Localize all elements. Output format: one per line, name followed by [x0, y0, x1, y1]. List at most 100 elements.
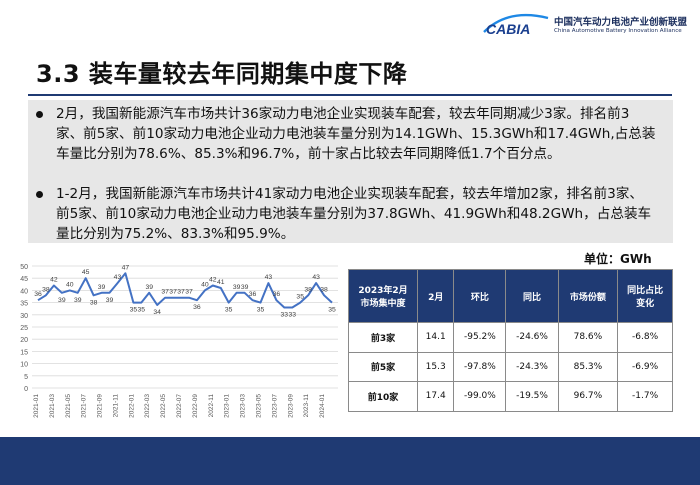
unit-label: 单位：GWh [584, 252, 652, 266]
data-label: 35 [130, 307, 138, 314]
data-label: 43 [312, 274, 320, 281]
table-cell: -1.7% [617, 381, 673, 412]
y-tick-label: 5 [24, 374, 28, 381]
battery-installation-line-chart: 0 5 10 15 20 25 30 35 40 45 50 2021-01 2021-03 2021-0… [20, 264, 338, 418]
y-tick-label: 40 [20, 288, 28, 295]
table-cell: 15.3 [417, 351, 455, 382]
data-label: 40 [66, 281, 74, 288]
table-cell: 前10家 [347, 381, 419, 412]
data-label: 38 [90, 299, 98, 306]
y-tick-label: 50 [20, 264, 28, 271]
data-label: 36 [34, 291, 42, 298]
data-label: 43 [265, 274, 273, 281]
table-cell: -24.3% [505, 351, 559, 382]
data-label: 39 [106, 297, 114, 304]
table-header: 2月 [417, 269, 455, 323]
data-label: 36 [193, 304, 201, 311]
x-tick-label: 2023-09 [287, 394, 294, 418]
data-label: 42 [50, 277, 58, 284]
table-header: 环比 [453, 269, 507, 323]
data-label: 37 [177, 289, 185, 296]
table-cell: -95.2% [453, 322, 507, 353]
logo-wordmark: CABIA [486, 21, 530, 37]
table-cell: -6.8% [617, 322, 673, 353]
org-name-en: China Automotive Battery Innovation Alli… [554, 28, 682, 34]
table-cell: -24.6% [505, 322, 559, 353]
x-tick-label: 2023-03 [240, 394, 247, 418]
concentration-table: 2023年2月 市场集中度 2月 环比 同比 市场份额 同比占比 变化 前3家 14… [347, 269, 673, 412]
data-label: 35 [257, 307, 265, 314]
x-tick-label: 2022-03 [144, 394, 151, 418]
table-row: 前3家 14.1 -95.2% -24.6% 78.6% -6.8% [347, 322, 673, 353]
data-label: 39 [241, 284, 249, 291]
x-tick-label: 2022-05 [160, 394, 167, 418]
footer-bar [0, 437, 700, 485]
x-tick-label: 2022-11 [208, 394, 215, 418]
data-label: 33 [288, 311, 296, 318]
x-tick-label: 2021-05 [65, 394, 72, 418]
table-cell: 78.6% [557, 322, 619, 353]
data-label: 35 [296, 294, 304, 301]
x-tick-label: 2021-01 [33, 394, 40, 418]
org-name-cn: 中国汽车动力电池产业创新联盟 [554, 17, 688, 28]
y-tick-label: 25 [20, 325, 28, 332]
y-tick-label: 30 [20, 313, 28, 320]
x-tick-label: 2024-01 [319, 394, 326, 418]
series-line [37, 272, 333, 309]
x-tick-label: 2023-11 [303, 394, 310, 418]
table-cell: 14.1 [417, 322, 455, 353]
x-tick-label: 2023-07 [271, 394, 278, 418]
x-tick-label: 2022-07 [176, 394, 183, 418]
table-cell: 96.7% [557, 381, 619, 412]
table-header: 市场份额 [557, 269, 619, 323]
x-tick-label: 2021-09 [97, 394, 104, 418]
summary-paragraph-2: 1-2月，我国新能源汽车市场共计41家动力电池企业实现装车配套，较去年增加2家，… [36, 184, 656, 244]
x-tick-label: 2021-11 [112, 394, 119, 418]
data-label: 39 [145, 284, 153, 291]
data-label: 43 [114, 274, 122, 281]
table-cell: -19.5% [505, 381, 559, 412]
title-divider [28, 94, 672, 96]
data-label: 41 [217, 279, 225, 286]
x-tick-label: 2023-05 [255, 394, 262, 418]
data-label: 39 [58, 297, 66, 304]
data-label: 39 [98, 284, 106, 291]
table-row: 前5家 15.3 -97.8% -24.3% 85.3% -6.9% [347, 351, 673, 382]
data-label: 39 [74, 297, 82, 304]
table-cell: -6.9% [617, 351, 673, 382]
table-cell: 前3家 [347, 322, 419, 353]
cabia-logo-mark: CABIA [483, 13, 549, 37]
table-header: 同比 [505, 269, 559, 323]
data-label: 37 [185, 289, 193, 296]
data-label: 45 [82, 269, 90, 276]
table-cell: 85.3% [557, 351, 619, 382]
data-label: 37 [169, 289, 177, 296]
data-label: 33 [281, 311, 289, 318]
data-label: 38 [42, 286, 50, 293]
table-cell: -99.0% [453, 381, 507, 412]
data-label: 38 [320, 286, 328, 293]
data-label: 36 [249, 291, 257, 298]
data-label: 42 [209, 277, 217, 284]
table-cell: 前5家 [347, 351, 419, 382]
bullet-dot [36, 111, 43, 118]
y-tick-label: 20 [20, 337, 28, 344]
data-label: 35 [328, 307, 336, 314]
y-tick-label: 0 [24, 386, 28, 393]
cabia-logo: CABIA 中国汽车动力电池产业创新联盟 China Automotive Ba… [482, 8, 694, 42]
data-label: 35 [138, 307, 146, 314]
x-tick-label: 2021-03 [49, 394, 56, 418]
data-label: 39 [233, 284, 241, 291]
table-header: 同比占比 变化 [617, 269, 673, 323]
x-tick-label: 2023-01 [224, 394, 231, 418]
data-label: 37 [161, 289, 169, 296]
x-tick-label: 2022-09 [192, 394, 199, 418]
paragraph-text: 2月，我国新能源汽车市场共计36家动力电池企业实现装车配套，较去年同期减少3家。… [56, 106, 656, 162]
data-label: 34 [153, 309, 161, 316]
summary-text-box: 2月，我国新能源汽车市场共计36家动力电池企业实现装车配套，较去年同期减少3家。… [28, 100, 673, 243]
data-label: 40 [201, 281, 209, 288]
table-header: 2023年2月 市场集中度 [347, 269, 419, 323]
bullet-dot [36, 191, 43, 198]
x-tick-label: 2022-01 [128, 394, 135, 418]
table-row: 前10家 17.4 -99.0% -19.5% 96.7% -1.7% [347, 381, 673, 412]
